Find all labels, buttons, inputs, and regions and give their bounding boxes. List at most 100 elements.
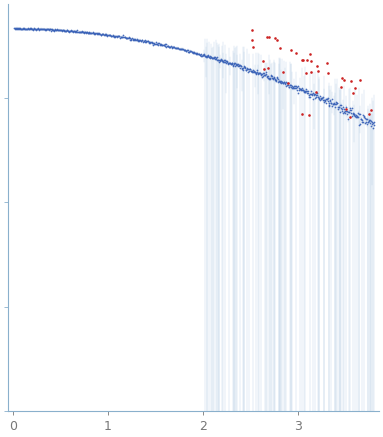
Point bbox=[226, 59, 232, 66]
Point bbox=[217, 57, 223, 64]
Point bbox=[78, 28, 84, 35]
Point bbox=[261, 69, 267, 76]
Point bbox=[260, 73, 266, 80]
Point bbox=[213, 55, 219, 62]
Point bbox=[33, 26, 39, 33]
Point bbox=[341, 76, 347, 83]
Point bbox=[253, 69, 259, 76]
Point bbox=[203, 52, 209, 59]
Point bbox=[347, 107, 354, 114]
Point bbox=[111, 33, 117, 40]
Point bbox=[106, 31, 112, 38]
Point bbox=[331, 101, 337, 108]
Point bbox=[102, 31, 108, 38]
Point bbox=[370, 125, 376, 132]
Point bbox=[47, 25, 53, 32]
Point bbox=[222, 59, 228, 66]
Point bbox=[40, 25, 46, 32]
Point bbox=[85, 30, 91, 37]
Point bbox=[201, 51, 207, 58]
Point bbox=[307, 94, 313, 101]
Point bbox=[291, 83, 297, 90]
Point bbox=[101, 31, 108, 38]
Point bbox=[276, 78, 282, 85]
Point bbox=[218, 56, 224, 63]
Point bbox=[296, 87, 302, 94]
Point bbox=[142, 38, 148, 45]
Point bbox=[15, 25, 21, 32]
Point bbox=[327, 98, 334, 105]
Point bbox=[370, 119, 376, 126]
Point bbox=[192, 49, 198, 55]
Point bbox=[120, 32, 126, 39]
Point bbox=[243, 67, 249, 74]
Point bbox=[234, 62, 240, 69]
Point bbox=[183, 47, 190, 54]
Point bbox=[343, 108, 349, 114]
Point bbox=[66, 28, 72, 35]
Point bbox=[63, 28, 69, 35]
Point bbox=[353, 112, 359, 119]
Point bbox=[115, 33, 121, 40]
Point bbox=[315, 93, 321, 100]
Point bbox=[212, 53, 218, 60]
Point bbox=[104, 32, 110, 39]
Point bbox=[82, 29, 88, 36]
Point bbox=[321, 98, 327, 105]
Point bbox=[370, 118, 376, 125]
Point bbox=[160, 42, 166, 49]
Point bbox=[103, 30, 109, 37]
Point bbox=[108, 32, 114, 39]
Point bbox=[216, 58, 222, 65]
Point bbox=[285, 82, 291, 89]
Point bbox=[208, 54, 214, 61]
Point bbox=[144, 37, 151, 44]
Point bbox=[213, 55, 219, 62]
Point bbox=[275, 76, 281, 83]
Point bbox=[365, 119, 371, 126]
Point bbox=[367, 116, 373, 123]
Point bbox=[250, 44, 256, 51]
Point bbox=[128, 36, 134, 43]
Point bbox=[247, 66, 253, 73]
Point bbox=[21, 24, 27, 31]
Point bbox=[231, 61, 237, 68]
Point bbox=[368, 118, 374, 125]
Point bbox=[273, 78, 279, 85]
Point bbox=[201, 52, 208, 59]
Point bbox=[356, 121, 362, 128]
Point bbox=[66, 27, 72, 34]
Point bbox=[314, 63, 320, 70]
Point bbox=[28, 25, 34, 32]
Point bbox=[65, 27, 71, 34]
Point bbox=[350, 90, 356, 97]
Point bbox=[49, 26, 56, 33]
Point bbox=[138, 37, 144, 44]
Point bbox=[277, 79, 283, 86]
Point bbox=[369, 121, 375, 128]
Point bbox=[343, 103, 349, 110]
Point bbox=[85, 30, 91, 37]
Point bbox=[273, 75, 280, 82]
Point bbox=[324, 70, 331, 77]
Point bbox=[97, 31, 103, 38]
Point bbox=[20, 25, 26, 32]
Point bbox=[262, 71, 268, 78]
Point bbox=[147, 39, 154, 46]
Point bbox=[34, 26, 40, 33]
Point bbox=[233, 62, 239, 69]
Point bbox=[358, 115, 364, 122]
Point bbox=[194, 49, 200, 56]
Point bbox=[316, 95, 322, 102]
Point bbox=[178, 46, 184, 53]
Point bbox=[243, 66, 249, 73]
Point bbox=[315, 93, 321, 100]
Point bbox=[113, 33, 119, 40]
Point bbox=[44, 25, 50, 32]
Point bbox=[111, 32, 117, 39]
Point bbox=[324, 59, 330, 66]
Point bbox=[95, 30, 101, 37]
Point bbox=[299, 85, 305, 92]
Point bbox=[264, 74, 270, 81]
Point bbox=[333, 101, 339, 108]
